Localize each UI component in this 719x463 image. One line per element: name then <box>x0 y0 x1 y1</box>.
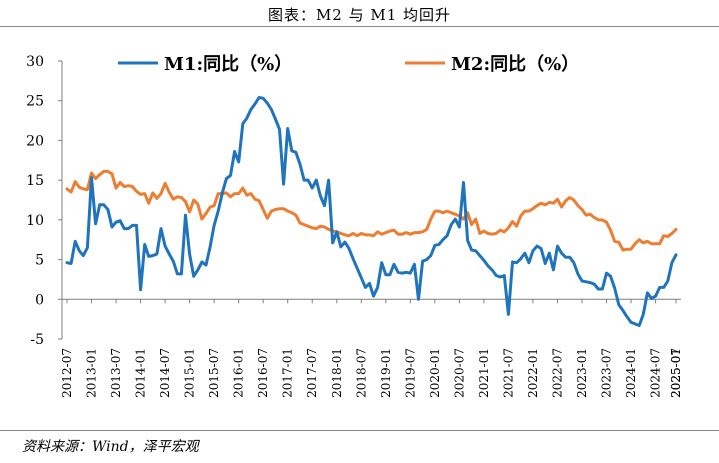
x-tick-label: 2024-01 <box>624 348 638 398</box>
x-tick-label: 2017-07 <box>305 348 319 398</box>
chart-axes: -5 0 5 10 15 20 25 30 2012-07 2013-01 2013-07 2014-… <box>26 54 683 398</box>
chart-legend: M1:同比（%） M2:同比（%） <box>118 54 579 75</box>
x-tick-label: 2013-01 <box>85 348 99 398</box>
m2-legend-label: M2:同比（%） <box>451 54 579 75</box>
x-tick-label: 2025-01 <box>669 348 683 398</box>
x-tick-label: 2021-07 <box>501 348 515 398</box>
x-tick-label: 2020-01 <box>428 348 442 398</box>
x-tick-label: 2020-07 <box>452 348 466 398</box>
title-divider <box>0 26 719 27</box>
x-tick-label: 2021-01 <box>477 348 491 398</box>
x-tick-label: 2019-01 <box>379 348 393 398</box>
x-tick-label: 2018-01 <box>330 348 344 398</box>
y-tick-label: -5 <box>30 332 44 348</box>
y-tick-label: 20 <box>26 133 44 149</box>
y-tick-label: 5 <box>35 253 44 269</box>
m2-series-line <box>65 169 678 252</box>
x-tick-label: 2013-07 <box>109 348 123 398</box>
x-tick-label: 2019-07 <box>403 348 417 398</box>
x-tick-label: 2025-07 <box>669 348 683 398</box>
x-tick-label: 2023-01 <box>575 348 589 398</box>
x-tick-label: 2023-07 <box>600 348 614 398</box>
x-tick-label: 2014-01 <box>134 348 148 398</box>
x-tick-label: 2022-01 <box>526 348 540 398</box>
x-tick-label: 2016-01 <box>232 348 246 398</box>
chart-series <box>65 96 678 327</box>
x-tick-label: 2017-01 <box>281 348 295 398</box>
y-tick-label: 15 <box>26 173 44 189</box>
y-tick-label: 0 <box>35 292 44 308</box>
x-tick-label: 2015-01 <box>183 348 197 398</box>
y-tick-label: 25 <box>26 94 44 110</box>
x-tick-label: 2014-07 <box>158 348 172 398</box>
x-tick-label: 2016-07 <box>256 348 270 398</box>
y-tick-label: 10 <box>26 213 44 229</box>
x-tick-label: 2022-07 <box>550 348 564 398</box>
x-tick-label: 2018-07 <box>354 348 368 398</box>
y-tick-label: 30 <box>26 54 44 70</box>
chart-title: 图表：M2 与 M1 均回升 <box>267 6 452 24</box>
source-note: 资料来源：Wind，泽平宏观 <box>22 439 199 455</box>
source-divider <box>0 430 719 431</box>
x-tick-label: 2015-07 <box>207 348 221 398</box>
m1-series-line <box>65 96 678 327</box>
x-tick-label: 2012-07 <box>60 348 74 398</box>
x-tick-label: 2024-07 <box>649 348 663 398</box>
m1-legend-label: M1:同比（%） <box>164 54 292 75</box>
